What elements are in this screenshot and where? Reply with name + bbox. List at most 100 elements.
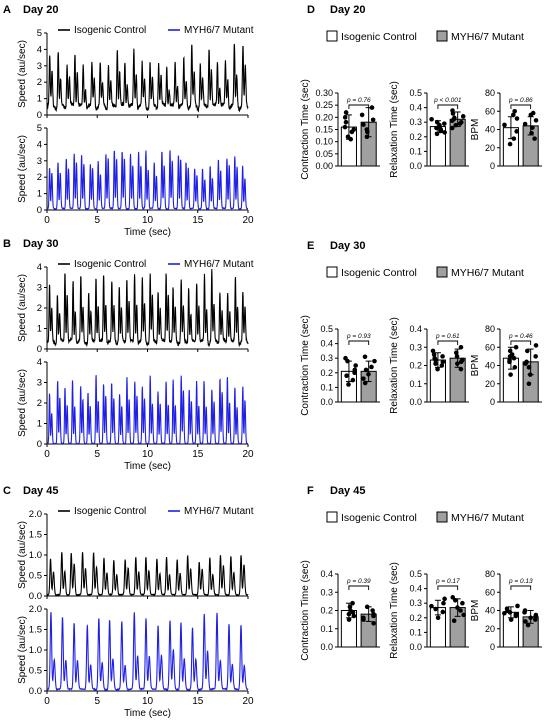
data-point (440, 359, 446, 365)
data-point (533, 118, 539, 123)
y-tick-label: 5 (37, 28, 42, 39)
data-point (351, 127, 357, 132)
legend: Isogenic Control MYH6/7 Mutant (58, 506, 254, 517)
data-point (350, 600, 355, 606)
legend-label-control: Isogenic Control (74, 506, 146, 517)
y-tick-label: 0 (490, 642, 495, 652)
legend-swatch-mutant (436, 266, 448, 278)
x-axis-label: Time (sec) (124, 708, 171, 719)
y-axis-label: Speed (au/sec) (17, 616, 28, 684)
y-tick-label: 1 (37, 419, 42, 430)
panel-day-label: Day 45 (23, 485, 58, 497)
y-tick-label: 0.5 (320, 324, 333, 334)
y-tick-label: 0.5 (29, 571, 42, 582)
p-value-label: p = 0.13 (508, 578, 533, 585)
data-point (507, 348, 513, 354)
y-tick-label: 0 (37, 110, 42, 121)
data-point (507, 354, 513, 359)
y-tick-label: 80 (485, 569, 495, 579)
y-axis-label: BPM (470, 355, 481, 377)
x-tick-label: 5 (94, 696, 100, 707)
y-tick-label: 0.2 (409, 613, 422, 623)
data-point (458, 608, 463, 613)
data-point (453, 122, 459, 128)
data-point (369, 105, 375, 110)
trace-line-control (46, 551, 249, 597)
data-point (343, 355, 348, 361)
data-point (342, 115, 348, 120)
data-point (455, 361, 460, 366)
data-point (514, 129, 519, 134)
y-tick-label: 2 (37, 398, 42, 409)
y-tick-label: 0.5 (29, 666, 42, 677)
data-point (449, 125, 455, 131)
significance-bracket (437, 585, 459, 590)
x-tick-label: 20 (242, 215, 254, 226)
y-tick-label: 3 (37, 283, 42, 294)
data-point (441, 600, 446, 606)
y-axis-label: Contraction Time (sec) (300, 315, 311, 416)
legend-label-control: Isogenic Control (341, 31, 417, 43)
data-point (361, 122, 366, 127)
bar-plot-D-relaxation: 0.0 0.1 0.2 0.3 0.4 0.5 Relaxation Time (sec) p… (389, 81, 469, 178)
data-point (453, 350, 459, 356)
y-tick-label: 5 (37, 123, 42, 134)
data-point (523, 619, 528, 624)
y-tick-label: 0.0 (409, 642, 422, 652)
data-point (371, 611, 376, 617)
data-point (514, 116, 520, 121)
data-point (533, 343, 539, 348)
data-point (359, 112, 365, 118)
data-point (439, 363, 445, 368)
data-point (526, 381, 532, 387)
legend-swatch-mutant (436, 511, 448, 523)
data-point (460, 600, 465, 606)
legend: Isogenic Control MYH6/7 Mutant (58, 259, 254, 270)
data-point (440, 609, 446, 615)
y-tick-label: 0.30 (315, 88, 333, 98)
data-point (369, 364, 374, 370)
y-tick-label: 0.1 (320, 624, 333, 634)
y-axis-label: Speed (au/sec) (17, 40, 28, 108)
y-tick-label: 0.4 (409, 584, 422, 594)
y-tick-label: 0.0 (29, 591, 42, 602)
y-tick-label: 0.1 (409, 379, 422, 389)
y-tick-label: 4 (37, 357, 42, 368)
data-point (513, 344, 519, 350)
data-point (343, 110, 349, 115)
trace-plot-A-bottom: 0 1 2 3 4 5 0 5 10 15 20 Speed (au/sec) (17, 123, 254, 226)
legend-label-mutant: MYH6/7 Mutant (184, 25, 254, 36)
y-axis-label: Relaxation Time (sec) (389, 81, 400, 178)
significance-bracket (510, 104, 532, 109)
y-axis-label: BPM (470, 119, 481, 141)
panel-day-label: Day 30 (23, 238, 58, 250)
data-point (440, 354, 445, 359)
significance-bracket (437, 104, 459, 109)
y-tick-label: 0.0 (29, 686, 42, 697)
y-tick-label: 20 (485, 624, 495, 634)
y-tick-label: 0.00 (315, 161, 333, 171)
p-value-label: p = 0.46 (508, 333, 533, 340)
y-tick-label: 0.1 (320, 382, 333, 392)
data-point (533, 354, 538, 359)
significance-bracket (348, 104, 370, 109)
data-point (458, 366, 464, 372)
trace-plot-A-top: 0 1 2 3 4 5 Speed (au/sec) (17, 28, 249, 121)
legend-label-control: Isogenic Control (74, 25, 146, 36)
data-point (346, 382, 351, 387)
data-point (442, 121, 447, 126)
data-point (522, 121, 528, 127)
data-point (364, 129, 370, 135)
legend-swatch-control (326, 266, 338, 278)
data-point (507, 141, 513, 147)
p-value-label: p = 0.61 (435, 333, 460, 340)
panel-day-label: Day 45 (330, 485, 365, 497)
y-tick-label: 0.3 (409, 342, 422, 352)
trace-line-control (46, 268, 249, 348)
data-point (347, 604, 353, 610)
y-tick-label: 4 (37, 262, 42, 273)
x-tick-label: 5 (94, 449, 100, 460)
y-tick-label: 0.3 (409, 117, 422, 127)
y-tick-label: 0.0 (320, 397, 333, 407)
